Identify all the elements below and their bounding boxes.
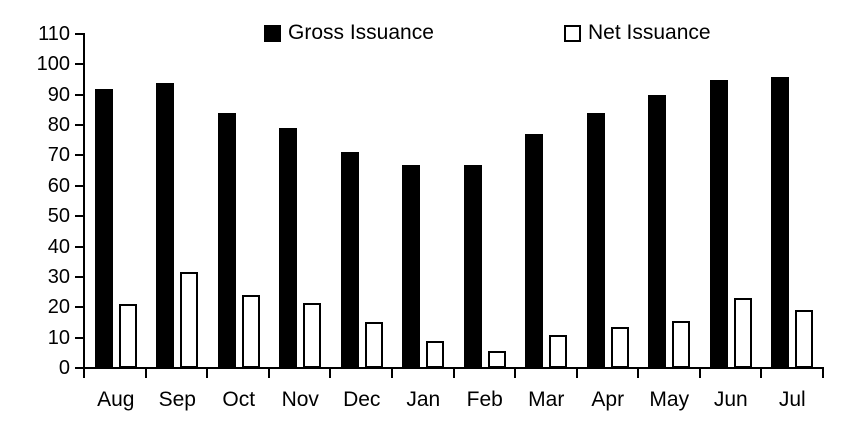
bar-group (393, 34, 455, 368)
y-tick-label: 80 (47, 114, 70, 137)
legend-label-gross-issuance: Gross Issuance (288, 21, 434, 44)
gross-issuance-bar (463, 164, 482, 368)
y-tick-mark (75, 336, 84, 339)
gross-issuance-bar (402, 164, 421, 368)
y-tick-label: 20 (47, 296, 70, 319)
bar-group (454, 34, 516, 368)
gross-issuance-bar (279, 128, 298, 368)
x-tick-label: Sep (158, 388, 196, 411)
y-tick-mark (75, 306, 84, 309)
bar-group (208, 34, 270, 368)
legend-item-net-issuance: Net Issuance (564, 20, 711, 46)
x-tick-mark (698, 369, 701, 378)
y-tick-mark (75, 245, 84, 248)
bar-group (762, 34, 824, 368)
y-tick-label: 50 (47, 205, 70, 228)
x-tick-label: Mar (528, 388, 565, 411)
gross-issuance-bar (340, 152, 359, 368)
gross-issuance-bar (586, 112, 605, 368)
y-tick-mark (75, 93, 84, 96)
y-tick-label: 100 (36, 53, 70, 76)
y-tick-mark (75, 275, 84, 278)
bar-group (577, 34, 639, 368)
x-tick-label: Oct (222, 388, 256, 411)
x-tick-mark (637, 369, 640, 378)
y-tick-label: 40 (47, 235, 70, 258)
gross-issuance-bar (709, 79, 728, 368)
net-issuance-bar (180, 272, 199, 368)
gross-issuance-bar (771, 76, 790, 368)
bar-group (85, 34, 147, 368)
net-issuance-bar (303, 302, 322, 368)
y-tick-label: 70 (47, 144, 70, 167)
net-issuance-bar (426, 340, 445, 368)
x-tick-label: Jul (778, 388, 806, 411)
net-issuance-swatch-icon (564, 24, 581, 42)
bar-group (147, 34, 209, 368)
x-tick-label: Dec (343, 388, 381, 411)
x-tick-mark (390, 369, 393, 378)
y-tick-mark (75, 184, 84, 187)
bar-group (516, 34, 578, 368)
y-tick-label: 110 (38, 23, 70, 45)
gross-issuance-bar (217, 112, 236, 368)
legend-item-gross-issuance: Gross Issuance (264, 20, 434, 46)
x-tick-label: Jun (713, 388, 748, 411)
x-tick-mark (329, 369, 332, 378)
x-axis-labels: Aug Sep Oct Nov Dec Jan Feb Mar Apr May Jun Jul (85, 386, 823, 414)
x-tick-mark (575, 369, 578, 378)
x-tick-mark (452, 369, 455, 378)
y-tick-mark (75, 33, 84, 35)
y-tick-mark (75, 63, 84, 66)
y-tick-label: 90 (47, 83, 70, 106)
gross-issuance-bar (94, 88, 113, 368)
y-tick-label: 30 (47, 265, 70, 288)
y-tick-mark (75, 367, 84, 369)
x-tick-mark (83, 369, 85, 378)
y-tick-label: 10 (47, 326, 70, 349)
x-axis-line (83, 367, 824, 369)
x-tick-mark (206, 369, 209, 378)
y-tick-label: 60 (47, 174, 70, 197)
net-issuance-bar (364, 322, 383, 368)
y-axis-line (83, 33, 85, 369)
x-tick-mark (267, 369, 270, 378)
x-tick-mark (822, 369, 824, 378)
net-issuance-bar (672, 320, 691, 368)
gross-issuance-swatch-icon (264, 24, 281, 42)
bar-group (700, 34, 762, 368)
y-tick-mark (75, 124, 84, 127)
x-tick-label: Apr (591, 388, 625, 411)
x-tick-mark (514, 369, 517, 378)
gross-issuance-bar (525, 134, 544, 368)
legend-label-net-issuance: Net Issuance (588, 21, 711, 44)
net-issuance-bar (241, 295, 260, 368)
net-issuance-bar (549, 334, 568, 368)
net-issuance-bar (610, 327, 629, 368)
bar-group (639, 34, 701, 368)
y-tick-mark (75, 154, 84, 157)
x-tick-label: Feb (466, 388, 503, 411)
x-tick-label: Nov (281, 388, 319, 411)
net-issuance-bar (795, 310, 814, 368)
x-tick-mark (760, 369, 763, 378)
y-tick-label: 0 (58, 357, 70, 379)
x-tick-label: Jan (406, 388, 441, 411)
x-tick-label: Aug (97, 388, 135, 411)
net-issuance-bar (487, 351, 506, 368)
net-issuance-bar (733, 298, 752, 368)
net-issuance-bar (118, 304, 137, 368)
x-tick-mark (144, 369, 147, 378)
bar-group (270, 34, 332, 368)
plot-area (85, 34, 823, 368)
bar-group (331, 34, 393, 368)
y-tick-mark (75, 215, 84, 218)
x-tick-label: May (649, 388, 690, 411)
gross-issuance-bar (156, 82, 175, 368)
gross-issuance-bar (648, 94, 667, 368)
